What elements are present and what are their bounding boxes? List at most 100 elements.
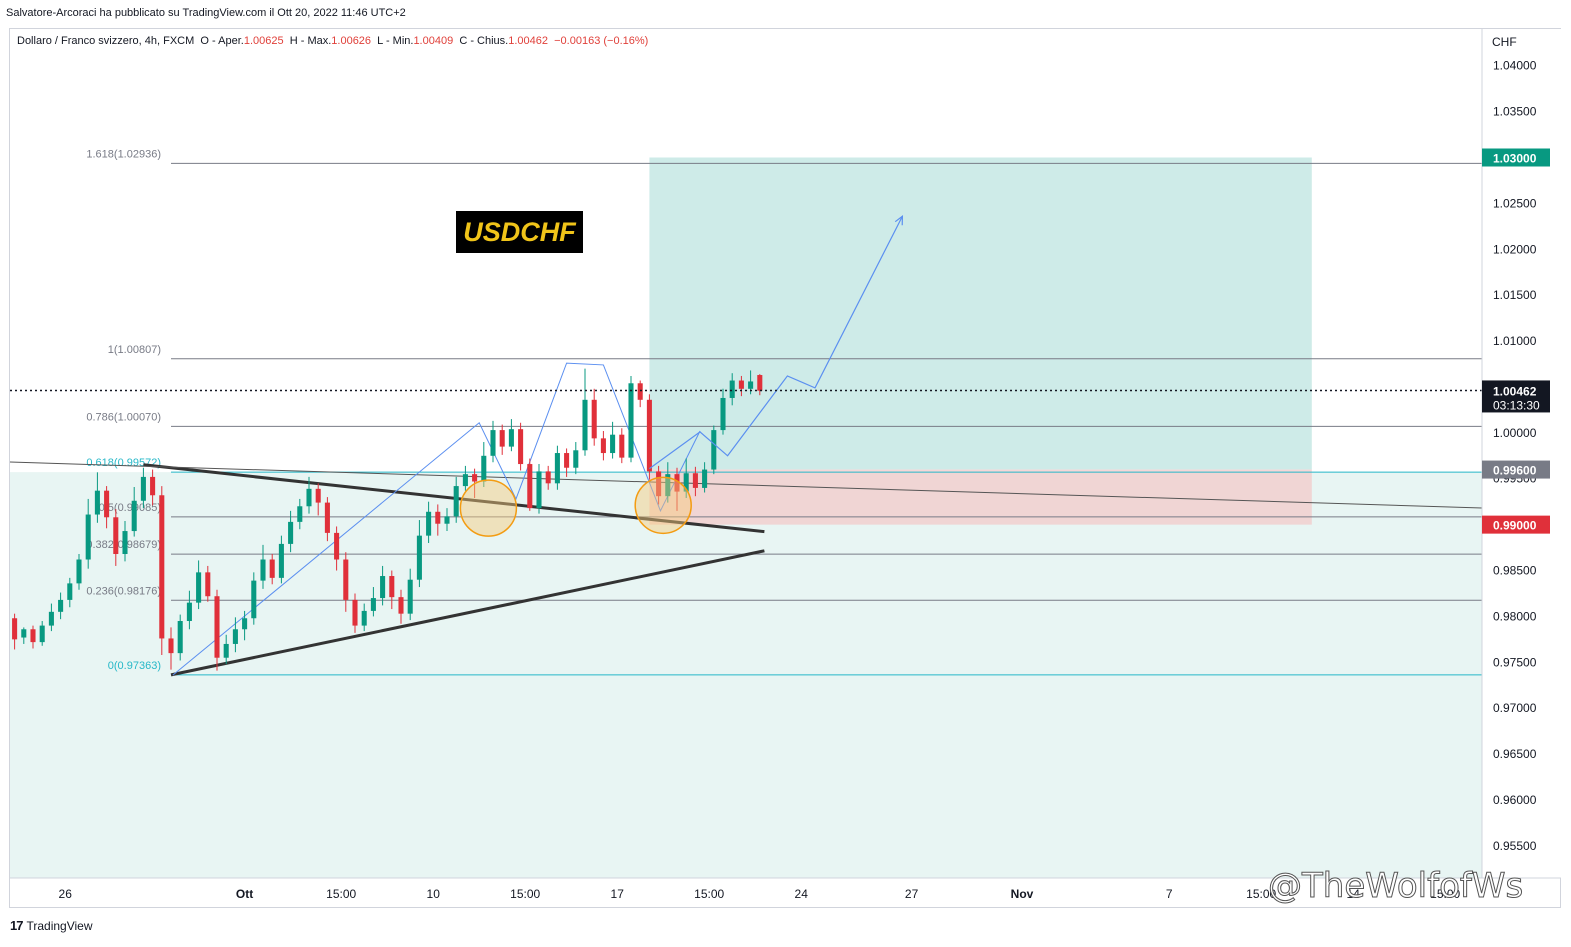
candle-body <box>380 576 386 599</box>
author-watermark: @TheWolfofWs <box>1267 866 1524 907</box>
candle-body <box>131 500 137 532</box>
projection-path <box>649 215 903 470</box>
legend-low-label: L - Min. <box>377 35 414 47</box>
price-tick-label: 1.02000 <box>1493 242 1537 256</box>
time-tick-label: 10 <box>427 887 441 901</box>
candle-body <box>720 397 726 431</box>
candle-body <box>168 638 174 654</box>
highlight-circle <box>459 479 518 537</box>
time-tick-label: 15:00 <box>326 887 356 901</box>
legend-low-value: 1.00409 <box>413 35 454 47</box>
price-tag <box>1482 515 1550 534</box>
candle-body <box>196 572 202 603</box>
time-tick-label: Ott <box>236 887 253 901</box>
candle-body <box>637 383 643 400</box>
price-axis-background <box>1482 29 1561 878</box>
price-axis: CHF 1.04000 1.03500 1.03000 1.02500 1.02000 1.… <box>1481 29 1561 878</box>
candle-body <box>683 473 689 492</box>
candle-body <box>665 474 671 497</box>
fib-retracement-layer: 1.618(1.02936) 1(1.00807) 0.786(1.00070) 0.… <box>86 148 1482 676</box>
overlay-layer <box>10 215 1482 537</box>
fib-level-label: 0(0.97363) <box>108 660 161 672</box>
candle-body <box>159 495 165 639</box>
candle-body <box>490 430 496 456</box>
price-tick-label: 0.97500 <box>1493 655 1537 669</box>
price-tick-label: 0.95500 <box>1493 839 1537 853</box>
time-tick-label: 7 <box>1166 887 1173 901</box>
legend-close-value: 1.00462 <box>508 35 548 47</box>
price-tick-label: 0.98500 <box>1493 564 1537 578</box>
countdown-label: 03:13:30 <box>1493 398 1540 412</box>
candle-body <box>278 543 284 578</box>
candle-body <box>12 618 18 640</box>
candle-body <box>297 506 303 522</box>
candle-body <box>518 429 524 465</box>
candle-body <box>656 471 662 497</box>
candle-body <box>600 438 606 454</box>
candle-body <box>582 399 588 451</box>
candle-body <box>150 476 156 496</box>
candle-body <box>223 643 229 658</box>
legend-high-label: H - Max. <box>289 35 332 47</box>
legend-high-value: 1.00626 <box>331 35 372 47</box>
candle-body <box>177 621 183 654</box>
price-tag-label: 0.99600 <box>1493 464 1537 478</box>
time-tick-label: 24 <box>795 887 809 901</box>
candle-body <box>324 502 330 533</box>
zones-layer <box>10 157 1482 878</box>
candle-body <box>242 618 248 630</box>
candle-body <box>573 450 579 468</box>
candle-body <box>214 596 220 658</box>
time-tick-label: 26 <box>59 887 73 901</box>
candles-layer <box>12 368 763 671</box>
price-tick-label: 1.00000 <box>1493 426 1537 440</box>
candle-body <box>757 375 763 391</box>
currency-label: CHF <box>1492 35 1517 49</box>
candle-body <box>30 629 36 643</box>
time-tick-label: 17 <box>611 887 625 901</box>
time-axis: 26 Ott 15:00 10 15:00 17 15:00 24 27 Nov 7 15:00 14 1… <box>10 877 1561 901</box>
candle-body <box>113 517 119 555</box>
fib-level-label: 0.786(1.00070) <box>86 411 161 423</box>
candle-body <box>48 611 54 626</box>
zigzag-path <box>172 362 701 676</box>
candle-body <box>435 511 441 524</box>
time-tick-label: 15:00 <box>1246 887 1276 901</box>
candle-body <box>711 430 717 470</box>
candle-body <box>122 531 128 555</box>
time-tick-label: 15:00 <box>694 887 724 901</box>
legend-open-value: 1.00625 <box>243 35 284 47</box>
candle-body <box>306 488 312 507</box>
candle-body <box>140 476 146 501</box>
candle-body <box>370 598 376 611</box>
candle-body <box>260 559 266 581</box>
price-tick-label: 0.96000 <box>1493 793 1537 807</box>
candle-body <box>205 572 211 597</box>
projection-arrowhead <box>894 215 904 226</box>
candle-body <box>343 559 349 600</box>
tradingview-footer[interactable]: 17 TradingView <box>10 918 93 933</box>
fib-level-label: 0.618(0.99572) <box>86 457 161 469</box>
candle-body <box>444 516 450 524</box>
current-price-tag <box>1482 380 1550 413</box>
candle-body <box>610 434 616 454</box>
trendline <box>170 549 765 677</box>
candle-body <box>619 434 625 458</box>
time-tick-label: 15:00 <box>510 887 540 901</box>
candle-body <box>527 464 533 509</box>
price-tag <box>1482 148 1550 167</box>
candle-body <box>389 576 395 598</box>
candle-body <box>288 521 294 544</box>
candle-body <box>499 430 505 447</box>
price-tick-label: 1.03500 <box>1493 105 1537 119</box>
candle-body <box>554 453 560 484</box>
current-price-label: 1.00462 <box>1493 384 1537 398</box>
price-tick-label: 0.96500 <box>1493 747 1537 761</box>
fib-level-label: 1(1.00807) <box>108 344 161 356</box>
tradingview-brand: TradingView <box>26 918 93 933</box>
time-tick-label: Nov <box>1011 887 1034 901</box>
candle-body <box>407 579 413 614</box>
price-tag <box>1482 460 1550 479</box>
candle-body <box>674 474 680 492</box>
